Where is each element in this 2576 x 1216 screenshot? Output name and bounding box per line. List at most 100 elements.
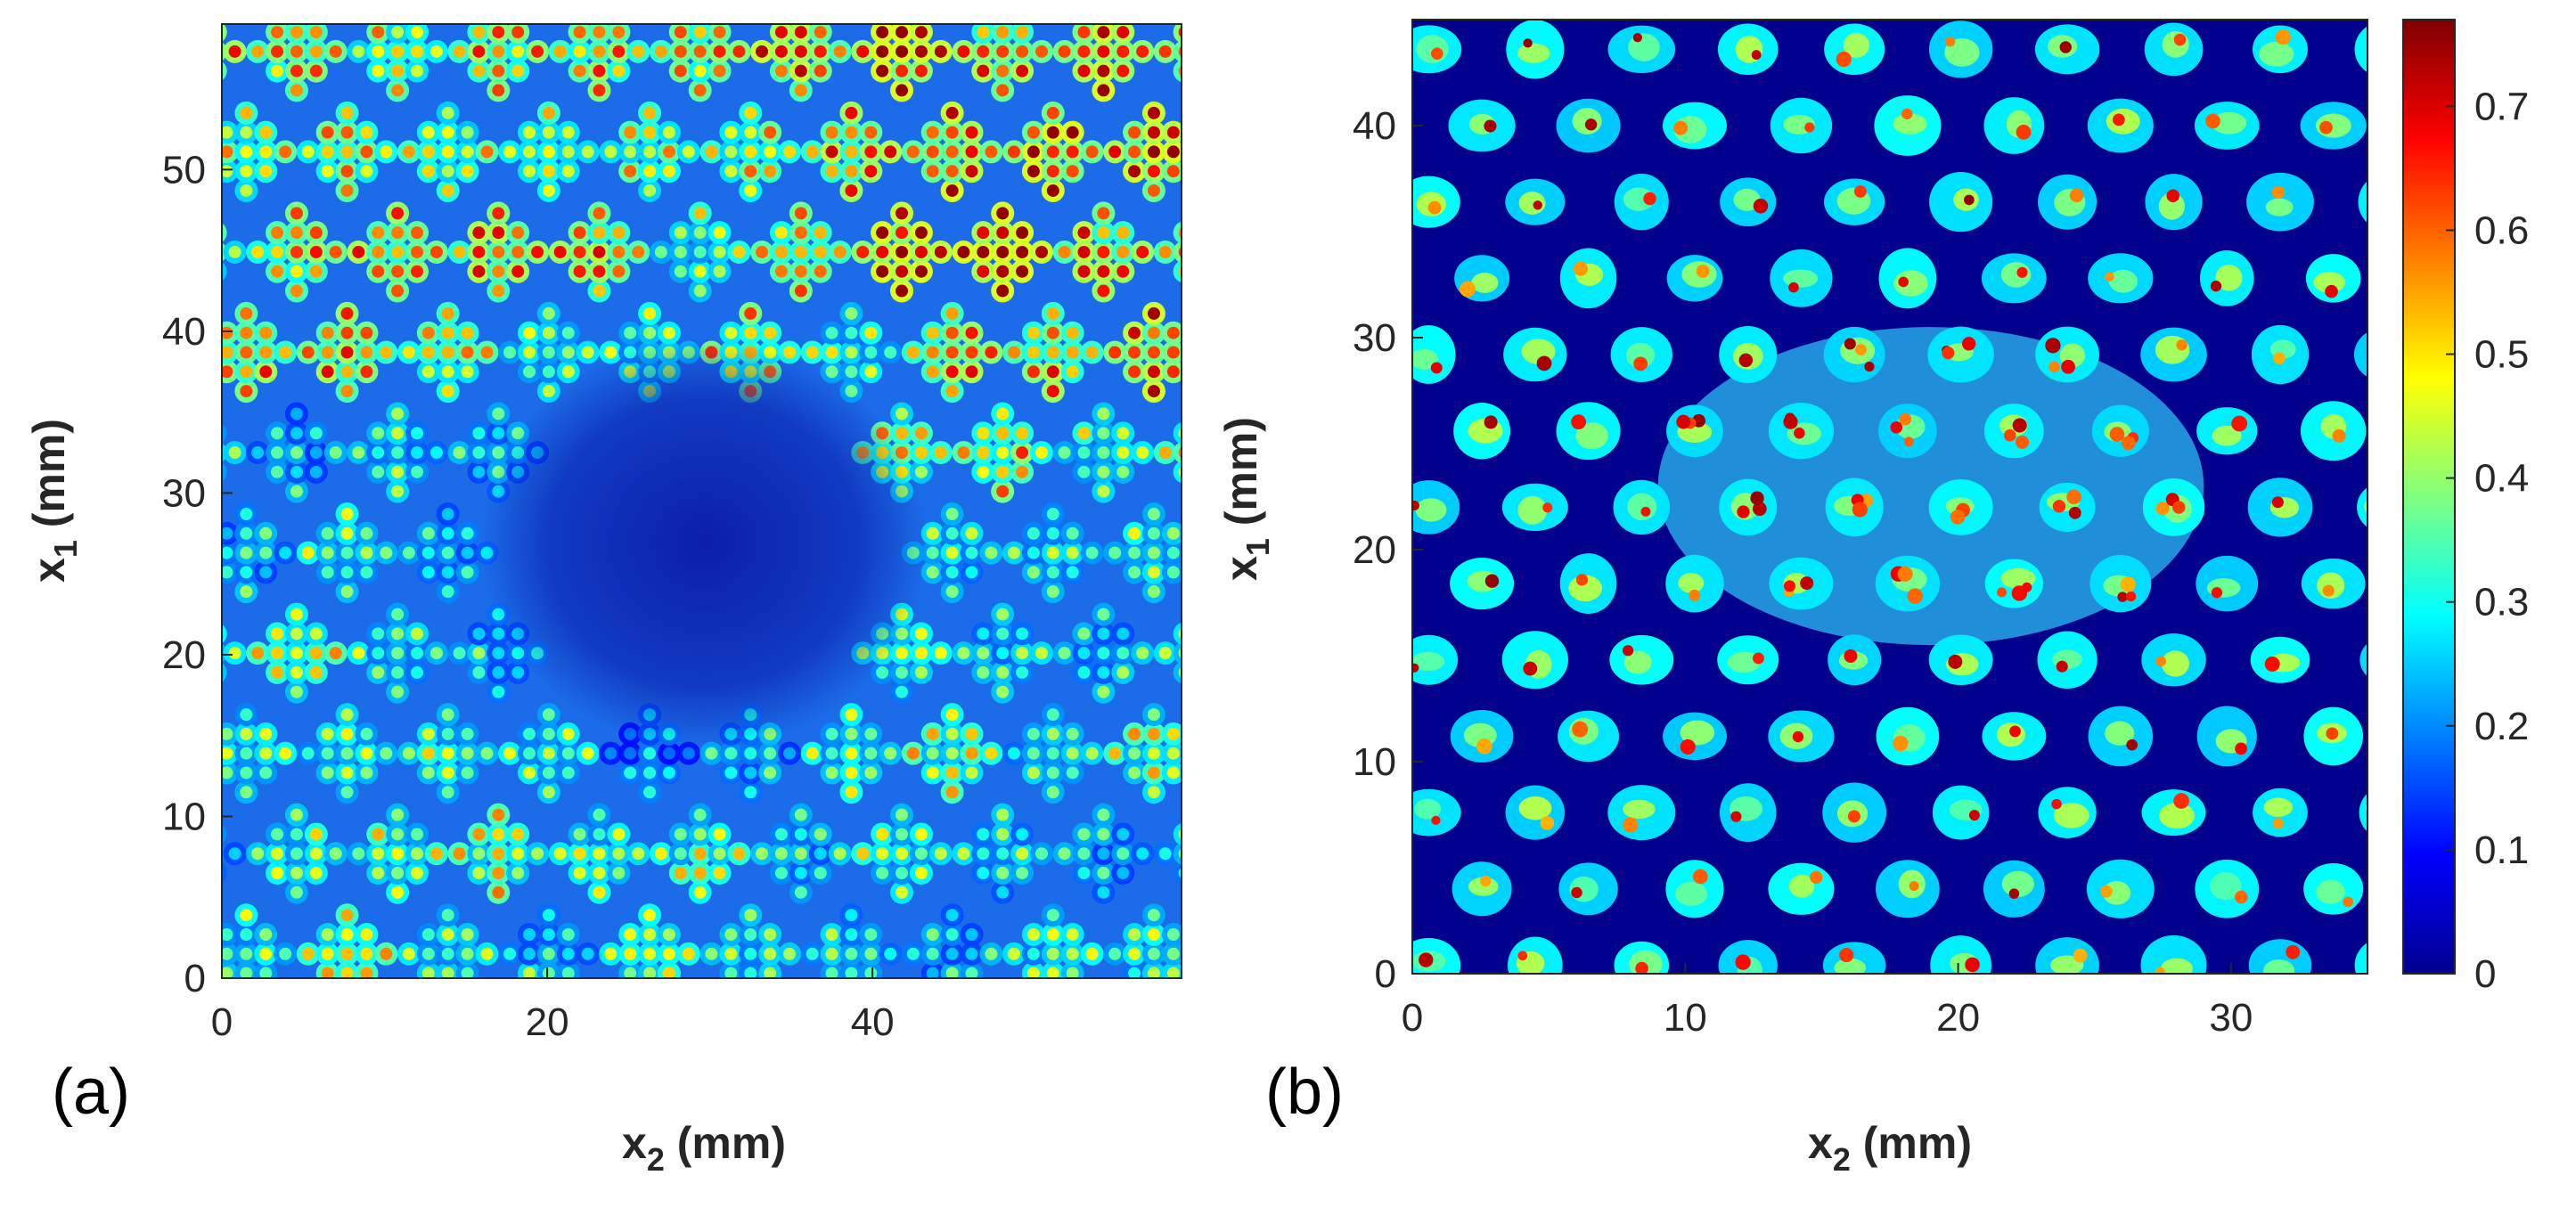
peak xyxy=(1136,647,1149,660)
peak xyxy=(1035,245,1049,258)
hot-spot xyxy=(2051,798,2062,810)
hot-spot xyxy=(1901,108,1913,120)
peak xyxy=(1158,446,1172,460)
peak xyxy=(340,365,354,379)
peak xyxy=(492,885,505,899)
peak xyxy=(895,885,909,899)
peak xyxy=(895,26,909,39)
peak xyxy=(503,346,517,359)
peak xyxy=(1108,346,1122,359)
peak xyxy=(391,485,405,498)
island-core xyxy=(2365,803,2367,813)
peak xyxy=(996,647,1010,660)
peak xyxy=(441,967,454,978)
peak xyxy=(222,566,233,579)
hot-spot xyxy=(2332,428,2346,443)
peak xyxy=(411,45,424,58)
peak xyxy=(461,727,474,740)
peak xyxy=(1046,727,1059,740)
peak xyxy=(1046,508,1059,521)
peak xyxy=(662,947,675,960)
peak xyxy=(503,747,517,760)
peak-halo xyxy=(1173,441,1182,464)
hot-spot xyxy=(2120,576,2136,592)
island-core xyxy=(2364,499,2367,514)
peak xyxy=(411,867,424,880)
peak xyxy=(926,546,939,559)
peak xyxy=(945,365,959,379)
peak xyxy=(1166,967,1180,978)
peak xyxy=(1147,927,1160,941)
peak xyxy=(744,927,757,941)
peak xyxy=(694,6,707,19)
peak xyxy=(1128,727,1141,740)
peak xyxy=(985,747,998,760)
peak xyxy=(593,226,606,240)
peak xyxy=(693,867,707,880)
hot-spot xyxy=(1635,961,1648,974)
peak xyxy=(240,786,253,799)
peak xyxy=(825,346,838,359)
peak xyxy=(996,407,1010,420)
peak xyxy=(1147,126,1160,139)
peak xyxy=(309,265,323,278)
peak xyxy=(411,265,424,278)
island xyxy=(1349,404,1402,458)
island-core xyxy=(2210,872,2242,901)
panel-b-heatmap xyxy=(1349,20,2367,974)
peak xyxy=(1166,145,1180,159)
peak xyxy=(1147,786,1160,799)
peak xyxy=(705,747,718,760)
peak xyxy=(391,64,405,78)
peak xyxy=(402,346,415,359)
hot-spot xyxy=(2022,582,2032,592)
peak xyxy=(996,847,1010,861)
peak xyxy=(240,526,253,540)
island-core xyxy=(2259,41,2294,67)
peak xyxy=(372,226,385,240)
peak xyxy=(1066,947,1079,960)
peak xyxy=(461,947,474,960)
hot-spot xyxy=(2173,793,2189,809)
peak xyxy=(864,126,878,139)
peak xyxy=(593,885,606,899)
peak xyxy=(884,145,897,159)
peak xyxy=(340,947,354,960)
peak xyxy=(240,708,253,722)
peak xyxy=(1108,546,1122,559)
peak-halo xyxy=(222,423,227,444)
peak xyxy=(845,986,857,999)
peak xyxy=(1035,847,1049,861)
peak-halo xyxy=(1181,751,1182,756)
peak xyxy=(472,245,486,258)
peak xyxy=(1085,947,1099,960)
peak xyxy=(713,26,726,39)
peak xyxy=(1128,126,1141,139)
panel-a-damage-region xyxy=(481,339,927,748)
peak xyxy=(876,847,889,861)
peak xyxy=(411,627,424,641)
peak xyxy=(340,766,354,779)
peak xyxy=(573,245,586,258)
peak xyxy=(542,927,555,941)
peak xyxy=(856,847,870,861)
x-tick-label: 20 xyxy=(526,1000,569,1044)
peak xyxy=(1128,967,1141,978)
peak xyxy=(1035,647,1049,660)
peak xyxy=(523,145,536,159)
peak xyxy=(240,967,253,978)
peak xyxy=(209,26,222,38)
peak xyxy=(1035,446,1049,460)
peak xyxy=(573,45,586,58)
colorbar-tick-label: 0.4 xyxy=(2474,457,2529,501)
island-core xyxy=(1675,881,1708,907)
peak xyxy=(744,106,757,119)
peak xyxy=(1026,365,1040,379)
peak xyxy=(402,546,415,559)
peak-halo xyxy=(395,24,400,25)
peak xyxy=(511,867,525,880)
peak xyxy=(542,947,555,960)
peak xyxy=(492,45,505,58)
peak xyxy=(996,465,1010,478)
peak xyxy=(1046,585,1059,599)
